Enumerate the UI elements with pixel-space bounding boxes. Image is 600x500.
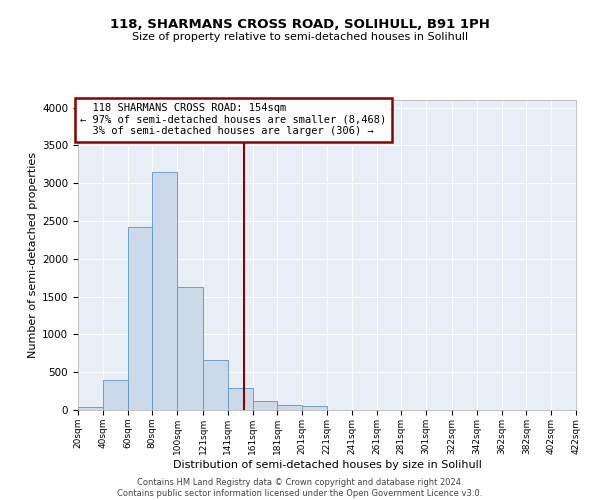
Y-axis label: Number of semi-detached properties: Number of semi-detached properties bbox=[28, 152, 38, 358]
Bar bbox=[78, 408, 103, 410]
Text: 118 SHARMANS CROSS ROAD: 154sqm  
← 97% of semi-detached houses are smaller (8,4: 118 SHARMANS CROSS ROAD: 154sqm ← 97% of… bbox=[80, 103, 387, 136]
Bar bbox=[228, 388, 253, 410]
Bar bbox=[128, 227, 152, 410]
Bar bbox=[103, 380, 128, 410]
Bar bbox=[177, 287, 203, 410]
X-axis label: Distribution of semi-detached houses by size in Solihull: Distribution of semi-detached houses by … bbox=[173, 460, 481, 469]
Bar bbox=[152, 172, 177, 410]
Text: Size of property relative to semi-detached houses in Solihull: Size of property relative to semi-detach… bbox=[132, 32, 468, 42]
Bar bbox=[253, 402, 277, 410]
Text: 118, SHARMANS CROSS ROAD, SOLIHULL, B91 1PH: 118, SHARMANS CROSS ROAD, SOLIHULL, B91 … bbox=[110, 18, 490, 30]
Bar bbox=[203, 360, 228, 410]
Bar bbox=[302, 406, 327, 410]
Bar bbox=[277, 406, 302, 410]
Text: Contains HM Land Registry data © Crown copyright and database right 2024.
Contai: Contains HM Land Registry data © Crown c… bbox=[118, 478, 482, 498]
